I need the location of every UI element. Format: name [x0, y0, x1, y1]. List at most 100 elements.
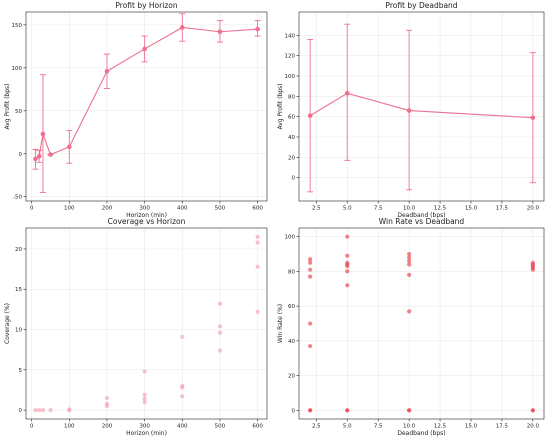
y-tick-label: 100 — [12, 66, 23, 72]
y-axis-label: Avg Profit (bps) — [4, 83, 11, 129]
y-tick-label: 0 — [292, 176, 296, 182]
y-tick-label: 140 — [285, 33, 296, 39]
x-tick-label: 400 — [177, 206, 188, 212]
scatter-point — [407, 255, 412, 260]
series-line — [309, 92, 533, 119]
y-tick-label: 60 — [288, 304, 295, 310]
x-tick-label: 2.5 — [312, 206, 321, 212]
scatter-point — [255, 309, 260, 314]
x-tick-label: 5.0 — [343, 424, 352, 430]
data-point — [217, 29, 223, 35]
x-tick-label: 300 — [139, 424, 150, 430]
coverage-horizon-panel: 0 100 200 300 400 500 600 0 5 10 15 20 Coverage vs H… — [4, 217, 268, 437]
scatter-point — [345, 234, 350, 239]
x-tick-label: 12.5 — [434, 424, 447, 430]
x-tick-label: 12.5 — [434, 206, 447, 212]
y-tick-label: 50 — [15, 109, 22, 115]
x-tick-label: 15.0 — [465, 206, 478, 212]
x-tick-label: 500 — [215, 206, 226, 212]
x-tick-label: 600 — [252, 424, 263, 430]
winrate-deadband-grid — [299, 228, 544, 419]
scatter-point — [255, 240, 260, 245]
data-point — [255, 26, 260, 32]
data-point — [67, 144, 72, 150]
scatter-point — [142, 392, 147, 397]
scatter-point — [217, 324, 223, 329]
scatter-point — [530, 408, 535, 413]
data-point — [40, 131, 46, 137]
data-point — [48, 152, 53, 157]
y-tick-label: 100 — [285, 74, 296, 80]
y-tick-label: 120 — [285, 54, 296, 60]
y-tick-label: 40 — [288, 135, 295, 141]
x-tick-label: 500 — [215, 424, 226, 430]
y-axis-label: Win Rate (%) — [277, 304, 284, 343]
scatter-point — [48, 408, 53, 413]
scatter-point — [407, 251, 412, 257]
scatter-point — [308, 257, 313, 262]
scatter-point — [67, 407, 72, 412]
scatter-point — [407, 408, 412, 413]
y-tick-label: 20 — [288, 374, 295, 380]
data-point — [307, 113, 313, 118]
x-tick-label: 10.0 — [403, 424, 416, 430]
scatter-point — [530, 260, 535, 265]
y-tick-label: 0 — [292, 408, 296, 414]
x-tick-label: 7.5 — [374, 206, 383, 212]
scatter-point — [255, 264, 260, 269]
profit-horizon-frame — [25, 11, 268, 202]
data-point — [36, 154, 42, 159]
scatter-point — [345, 253, 350, 258]
x-axis-label: Deadband (bps) — [397, 212, 445, 219]
scatter-point — [142, 399, 147, 405]
scatter-point — [180, 334, 185, 339]
scatter-point — [407, 309, 412, 314]
chart-title: Win Rate vs Deadband — [379, 217, 465, 226]
data-point — [33, 156, 38, 162]
y-tick-label: -50 — [13, 195, 22, 201]
x-axis-label: Horizon (min) — [126, 430, 167, 437]
profit-deadband-grid — [299, 12, 544, 201]
scatter-point — [104, 395, 110, 401]
x-tick-label: 20.0 — [527, 206, 540, 212]
scatter-point — [40, 408, 46, 413]
scatter-point — [255, 234, 260, 239]
coverage-horizon-frame — [25, 227, 268, 420]
x-tick-label: 15.0 — [465, 424, 478, 430]
profit-deadband-panel: 2.5 5.0 7.5 10.0 12.5 15.0 17.5 20.0 0 20 40 60 80 10… — [277, 1, 545, 219]
y-axis-label: Avg Profit (bps) — [277, 83, 284, 129]
scatter-point — [217, 348, 223, 353]
scatter-point — [308, 343, 313, 349]
chart-title: Profit by Deadband — [385, 1, 457, 10]
y-tick-label: 5 — [19, 368, 23, 374]
scatter-point — [180, 383, 185, 389]
x-tick-label: 7.5 — [374, 424, 383, 430]
y-tick-label: 80 — [288, 269, 295, 275]
data-point — [344, 90, 350, 96]
winrate-deadband-panel: 2.5 5.0 7.5 10.0 12.5 15.0 17.5 20.0 0 20 40 60 80 10… — [277, 217, 545, 437]
x-tick-label: 200 — [102, 206, 113, 212]
y-tick-label: 15 — [15, 287, 22, 293]
y-tick-label: 20 — [288, 155, 295, 161]
chart-title: Profit by Horizon — [115, 1, 177, 10]
data-point — [104, 68, 110, 74]
y-tick-label: 100 — [285, 235, 296, 241]
profit-deadband-frame — [298, 11, 545, 202]
scatter-point — [142, 369, 147, 374]
x-tick-label: 0 — [30, 424, 34, 430]
data-point — [179, 25, 185, 30]
scatter-point — [180, 394, 185, 399]
scatter-point — [407, 272, 412, 277]
x-tick-label: 0 — [30, 206, 34, 212]
x-tick-label: 400 — [177, 424, 188, 430]
x-tick-label: 600 — [252, 206, 263, 212]
x-tick-label: 17.5 — [496, 424, 509, 430]
y-tick-label: 10 — [15, 328, 22, 334]
scatter-point — [217, 330, 223, 335]
scatter-point — [308, 321, 313, 326]
x-tick-label: 100 — [64, 424, 75, 430]
x-tick-label: 200 — [102, 424, 113, 430]
data-point — [142, 46, 147, 52]
scatter-point — [142, 396, 147, 401]
